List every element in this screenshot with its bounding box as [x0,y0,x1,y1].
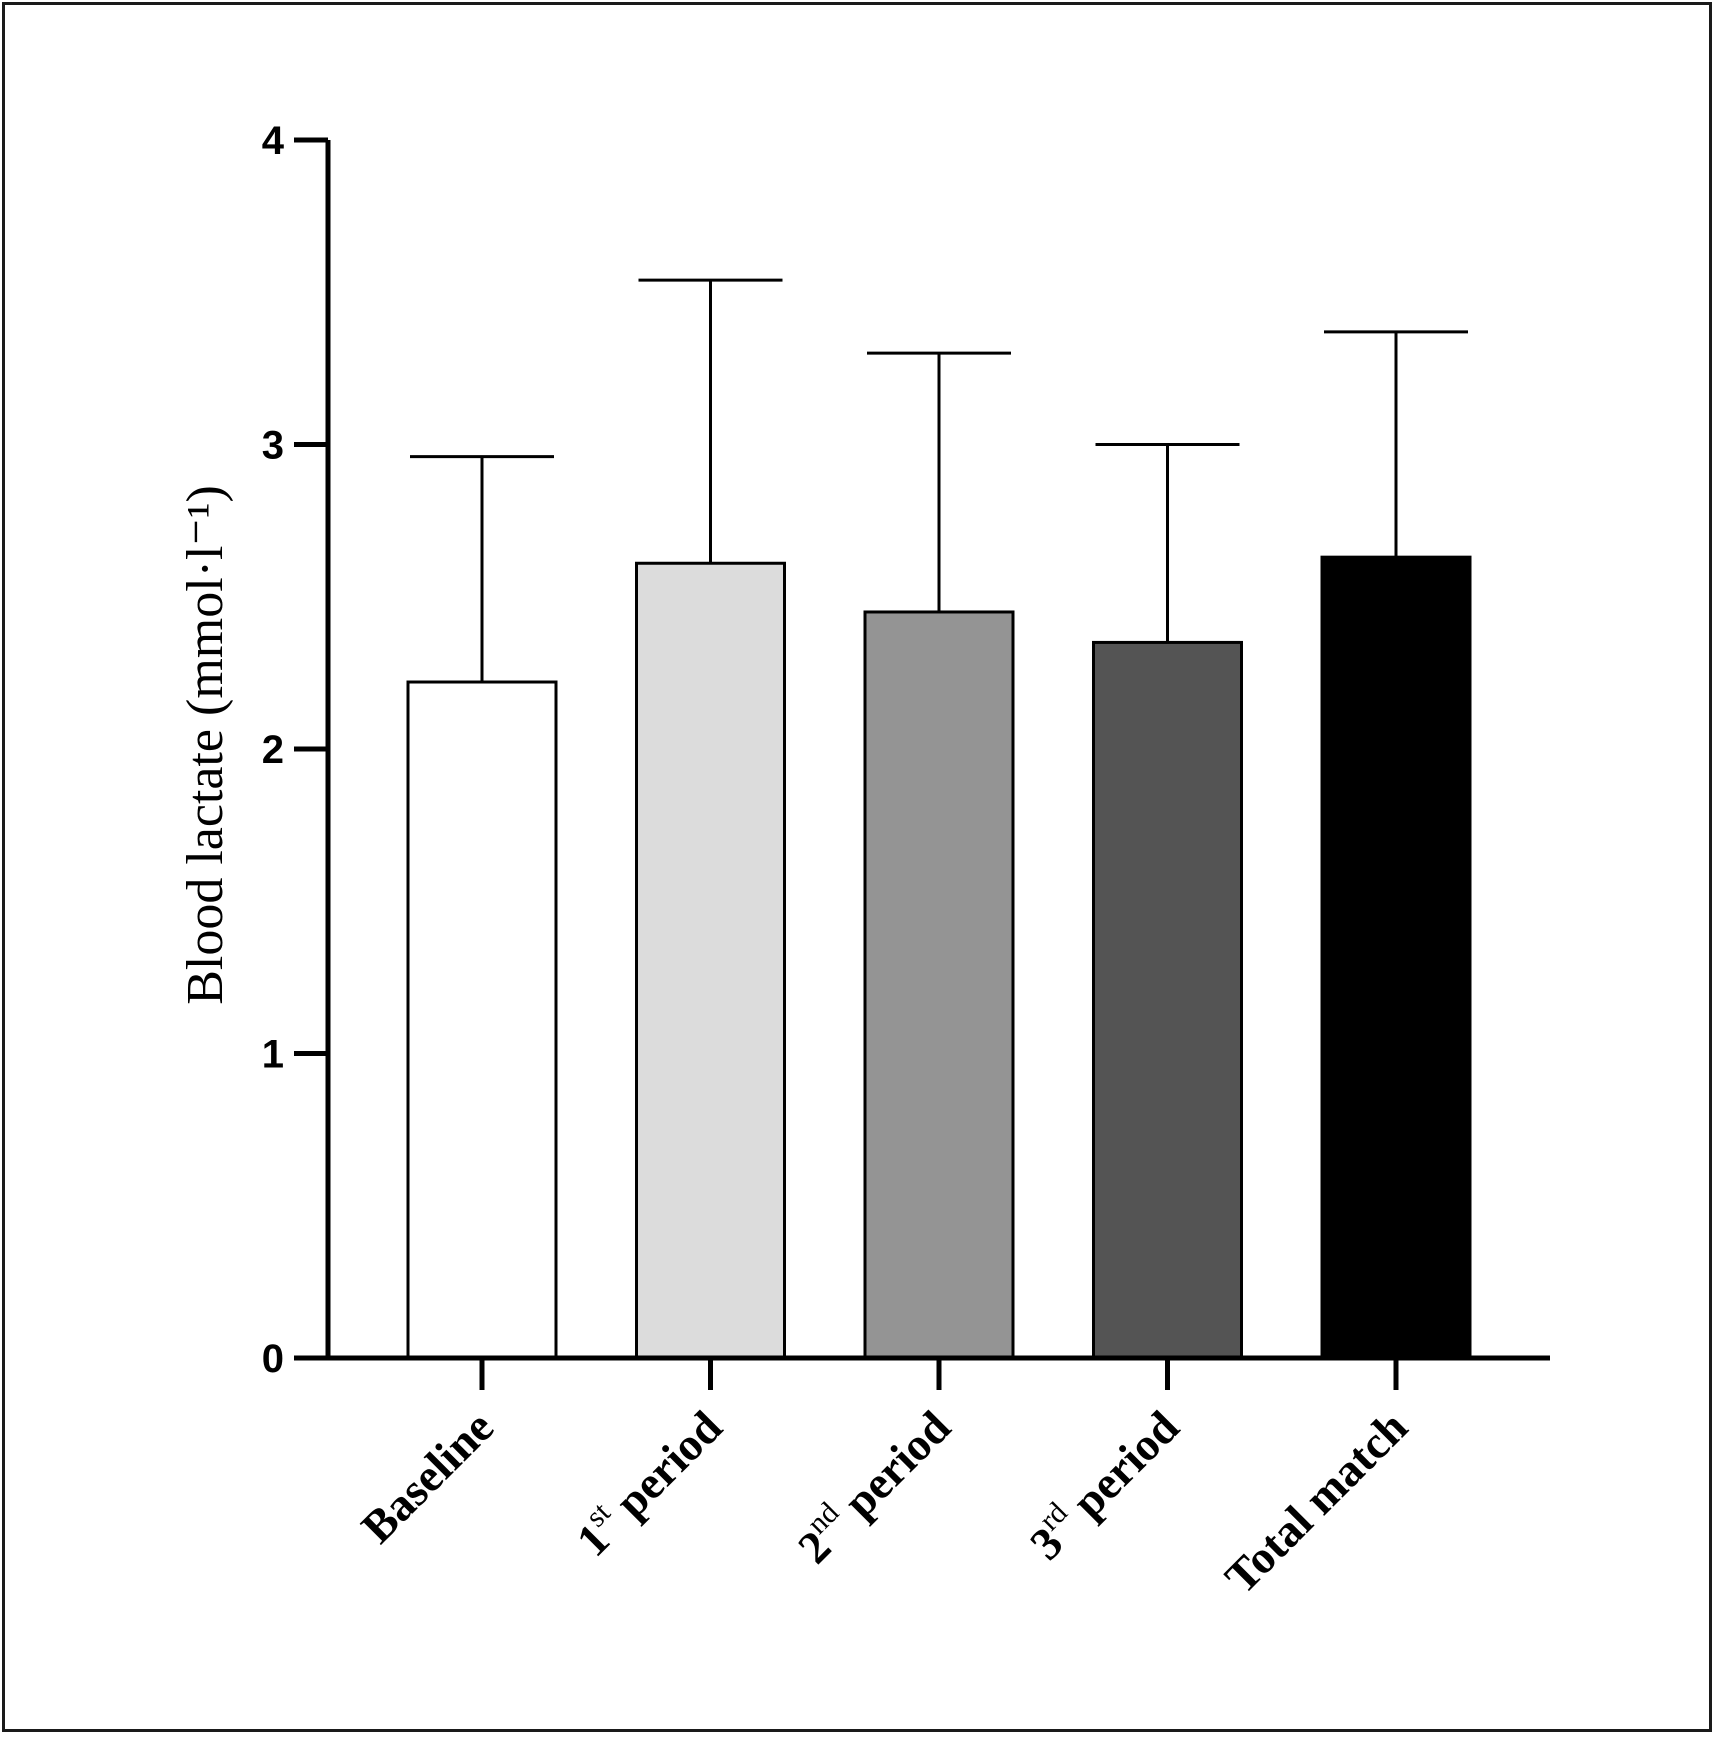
y-tick-label-1: 1 [262,1033,284,1077]
x-tick-label-baseline: Baseline [351,1401,503,1553]
error-bars-group [410,278,1468,683]
y-tick-label-4: 4 [262,119,285,163]
x-tick-label-3rd-period: 3rd period [1017,1397,1189,1569]
x-tick-label-1st-period: 1st period [563,1397,732,1566]
y-tick-label-2: 2 [262,728,284,772]
y-ticks-group: 0 1 2 3 4 [262,119,328,1381]
y-tick-label-3: 3 [262,424,284,468]
x-ticks-group: Baseline 1st period 2nd period 3rd period To… [351,1358,1417,1603]
bar-baseline [406,680,558,1360]
bar-total-match [1320,555,1472,1360]
y-tick-label-0: 0 [262,1337,284,1381]
x-tick-label-total-match: Total match [1215,1401,1417,1603]
bars-group [406,555,1472,1360]
bar-3rd-period [1092,640,1243,1360]
y-axis-label: Blood lactate (mmol·l⁻¹) [177,485,234,1005]
bar-2nd-period [863,610,1015,1360]
x-tick-label-2nd-period: 2nd period [785,1397,961,1573]
bar-1st-period [635,561,786,1360]
